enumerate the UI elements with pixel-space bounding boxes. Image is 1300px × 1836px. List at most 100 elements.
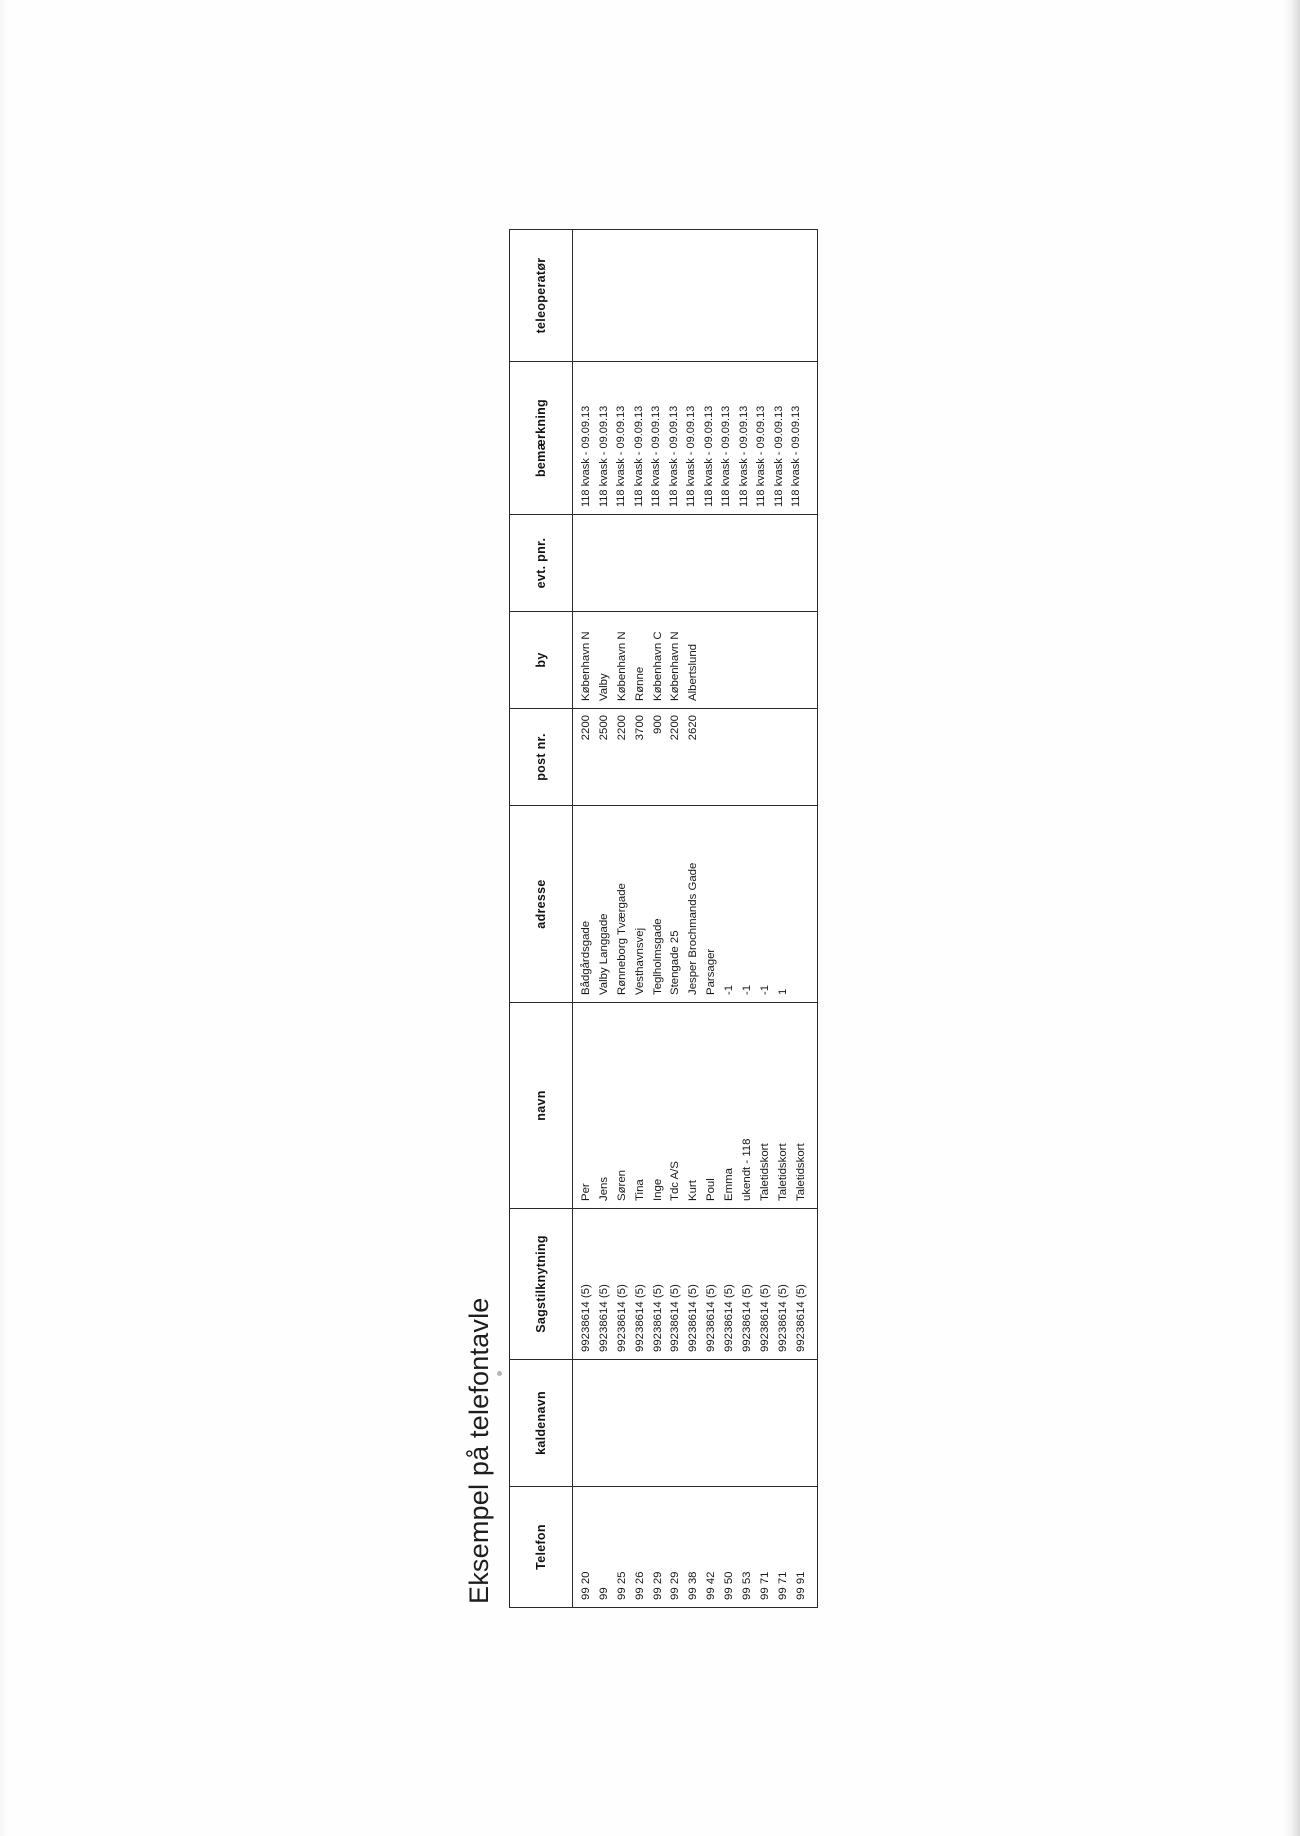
rotated-document-body: Eksempel på telefontavle Telefon kaldena… <box>464 228 836 1608</box>
cell-value: Teglholmsgade <box>651 918 664 995</box>
postnr-values: 2200 2500 2200 3700 900 2200 2620 <box>573 709 809 805</box>
cell-value: 99238614 (5) <box>740 1284 753 1352</box>
cell-value: København N <box>580 631 592 701</box>
cell-value <box>703 618 720 701</box>
cell-value: 99238614 (5) <box>723 1284 735 1352</box>
cell-value: 99238614 (5) <box>687 1284 700 1352</box>
scan-edge-right <box>1282 0 1300 1836</box>
table-body: 99 20 99 99 25 99 26 99 29 99 29 99 38 99 4… <box>572 229 818 1608</box>
column-header-postnr: post nr. <box>509 708 573 806</box>
cell-value: 99 53 <box>740 1571 753 1600</box>
cell-value <box>667 521 684 604</box>
cell-value: København N <box>669 631 682 701</box>
cell-value <box>793 1366 810 1479</box>
cell-value: Emma <box>723 1168 735 1201</box>
cell-value: 3700 <box>633 715 646 741</box>
column-header-by: by <box>509 611 573 709</box>
cell-value: 900 <box>651 715 664 735</box>
cell-value <box>721 1366 738 1479</box>
cell-value <box>667 1366 684 1479</box>
cell-value: 99 71 <box>776 1571 789 1600</box>
cell-value <box>614 521 631 604</box>
cell-value: Bådgårdsgade <box>580 920 592 995</box>
adresse-values: Bådgårdsgade Valby Langgade Rønneborg Tvær… <box>573 806 809 1002</box>
cell-value <box>685 236 702 354</box>
cell-telefon: 99 20 99 99 25 99 26 99 29 99 29 99 38 99 4… <box>572 1486 818 1608</box>
cell-value <box>739 715 756 798</box>
cell-value <box>775 618 792 701</box>
cell-value <box>614 236 631 354</box>
by-values: København N Valby København N Rønne Københav… <box>573 612 809 708</box>
cell-value: 99 25 <box>615 1571 628 1600</box>
cell-value: 118 kvask - 09.09.13 <box>615 405 627 507</box>
cell-value <box>703 1366 720 1479</box>
cell-value: Jesper Brochmands Gade <box>687 862 700 995</box>
cell-value: 118 kvask - 09.09.13 <box>650 405 662 507</box>
cell-value: København C <box>651 631 664 701</box>
cell-value: 2500 <box>597 715 610 741</box>
cell-value: 118 kvask - 09.09.13 <box>737 405 750 507</box>
page-title: Eksempel på telefontavle <box>464 1297 494 1604</box>
evt-pnr-values <box>573 515 809 611</box>
cell-evt-pnr <box>572 514 818 612</box>
cell-value: 99 50 <box>723 1571 735 1600</box>
cell-bemaerkning: 118 kvask - 09.09.13 118 kvask - 09.09.13… <box>572 361 818 515</box>
cell-value: 118 kvask - 09.09.13 <box>632 405 645 507</box>
table-header: Telefon kaldenavn Sagstilknytning navn a… <box>509 229 573 1608</box>
cell-value: 2200 <box>615 715 628 741</box>
cell-value: Valby Langgade <box>597 913 610 996</box>
cell-value: 99238614 (5) <box>633 1284 646 1352</box>
cell-value: 2200 <box>580 715 592 741</box>
column-header-kaldenavn: kaldenavn <box>509 1359 573 1487</box>
cell-value <box>793 521 810 604</box>
scan-edge-left <box>0 0 10 1836</box>
cell-value: 99 20 <box>580 1571 592 1600</box>
cell-value <box>632 236 649 354</box>
navn-values: Per Jens Søren Tina Inge Tdc A/S Kurt Poul Emma u… <box>573 1003 809 1208</box>
cell-value: 99238614 (5) <box>705 1284 718 1352</box>
cell-value: Vesthavnsvej <box>633 927 646 995</box>
cell-value: 99238614 (5) <box>776 1284 789 1352</box>
cell-value <box>721 521 738 604</box>
cell-value: 118 kvask - 09.09.13 <box>667 405 680 507</box>
bemaerkning-values: 118 kvask - 09.09.13 118 kvask - 09.09.13… <box>573 362 805 514</box>
cell-value: 99238614 (5) <box>758 1284 771 1352</box>
table-row: 99 20 99 99 25 99 26 99 29 99 29 99 38 99 4… <box>572 229 818 1608</box>
cell-value <box>739 618 756 701</box>
cell-value: 118 kvask - 09.09.13 <box>702 405 715 507</box>
cell-value: 118 kvask - 09.09.13 <box>755 405 767 507</box>
cell-value: Kurt <box>687 1180 700 1201</box>
cell-value: Søren <box>615 1169 628 1201</box>
cell-value <box>775 521 792 604</box>
cell-value: Stengade 25 <box>669 930 682 995</box>
cell-value: 99238614 (5) <box>580 1284 592 1352</box>
cell-teleoperator <box>572 229 818 362</box>
cell-value: ukendt - 118 <box>740 1138 753 1201</box>
cell-value: Taletidskort <box>776 1143 789 1201</box>
cell-value <box>632 1366 649 1479</box>
kaldenavn-values <box>573 1360 809 1486</box>
cell-value <box>650 1366 667 1479</box>
cell-value <box>650 236 667 354</box>
cell-value: Tina <box>633 1179 646 1201</box>
cell-value: 99238614 (5) <box>794 1284 807 1352</box>
cell-value <box>596 1366 613 1479</box>
column-header-teleoperator: teleoperatør <box>509 229 573 362</box>
cell-value <box>703 236 720 354</box>
cell-value <box>721 236 738 354</box>
cell-value <box>685 521 702 604</box>
cell-value: Rønneborg Tværgade <box>615 883 628 995</box>
column-header-navn: navn <box>509 1002 573 1209</box>
cell-value: Rønne <box>633 666 646 701</box>
cell-value: 99238614 (5) <box>615 1284 628 1352</box>
cell-value <box>650 521 667 604</box>
column-header-sagstilknytning: Sagstilknytning <box>509 1208 573 1360</box>
cell-value <box>757 236 774 354</box>
cell-value: Taletidskort <box>758 1143 771 1201</box>
cell-value: Parsager <box>705 948 718 995</box>
telefon-values: 99 20 99 99 25 99 26 99 29 99 29 99 38 99 4… <box>573 1487 809 1607</box>
cell-value: Taletidskort <box>794 1143 807 1201</box>
cell-value <box>703 715 720 798</box>
cell-value: 99238614 (5) <box>669 1284 682 1352</box>
cell-value <box>721 618 738 701</box>
